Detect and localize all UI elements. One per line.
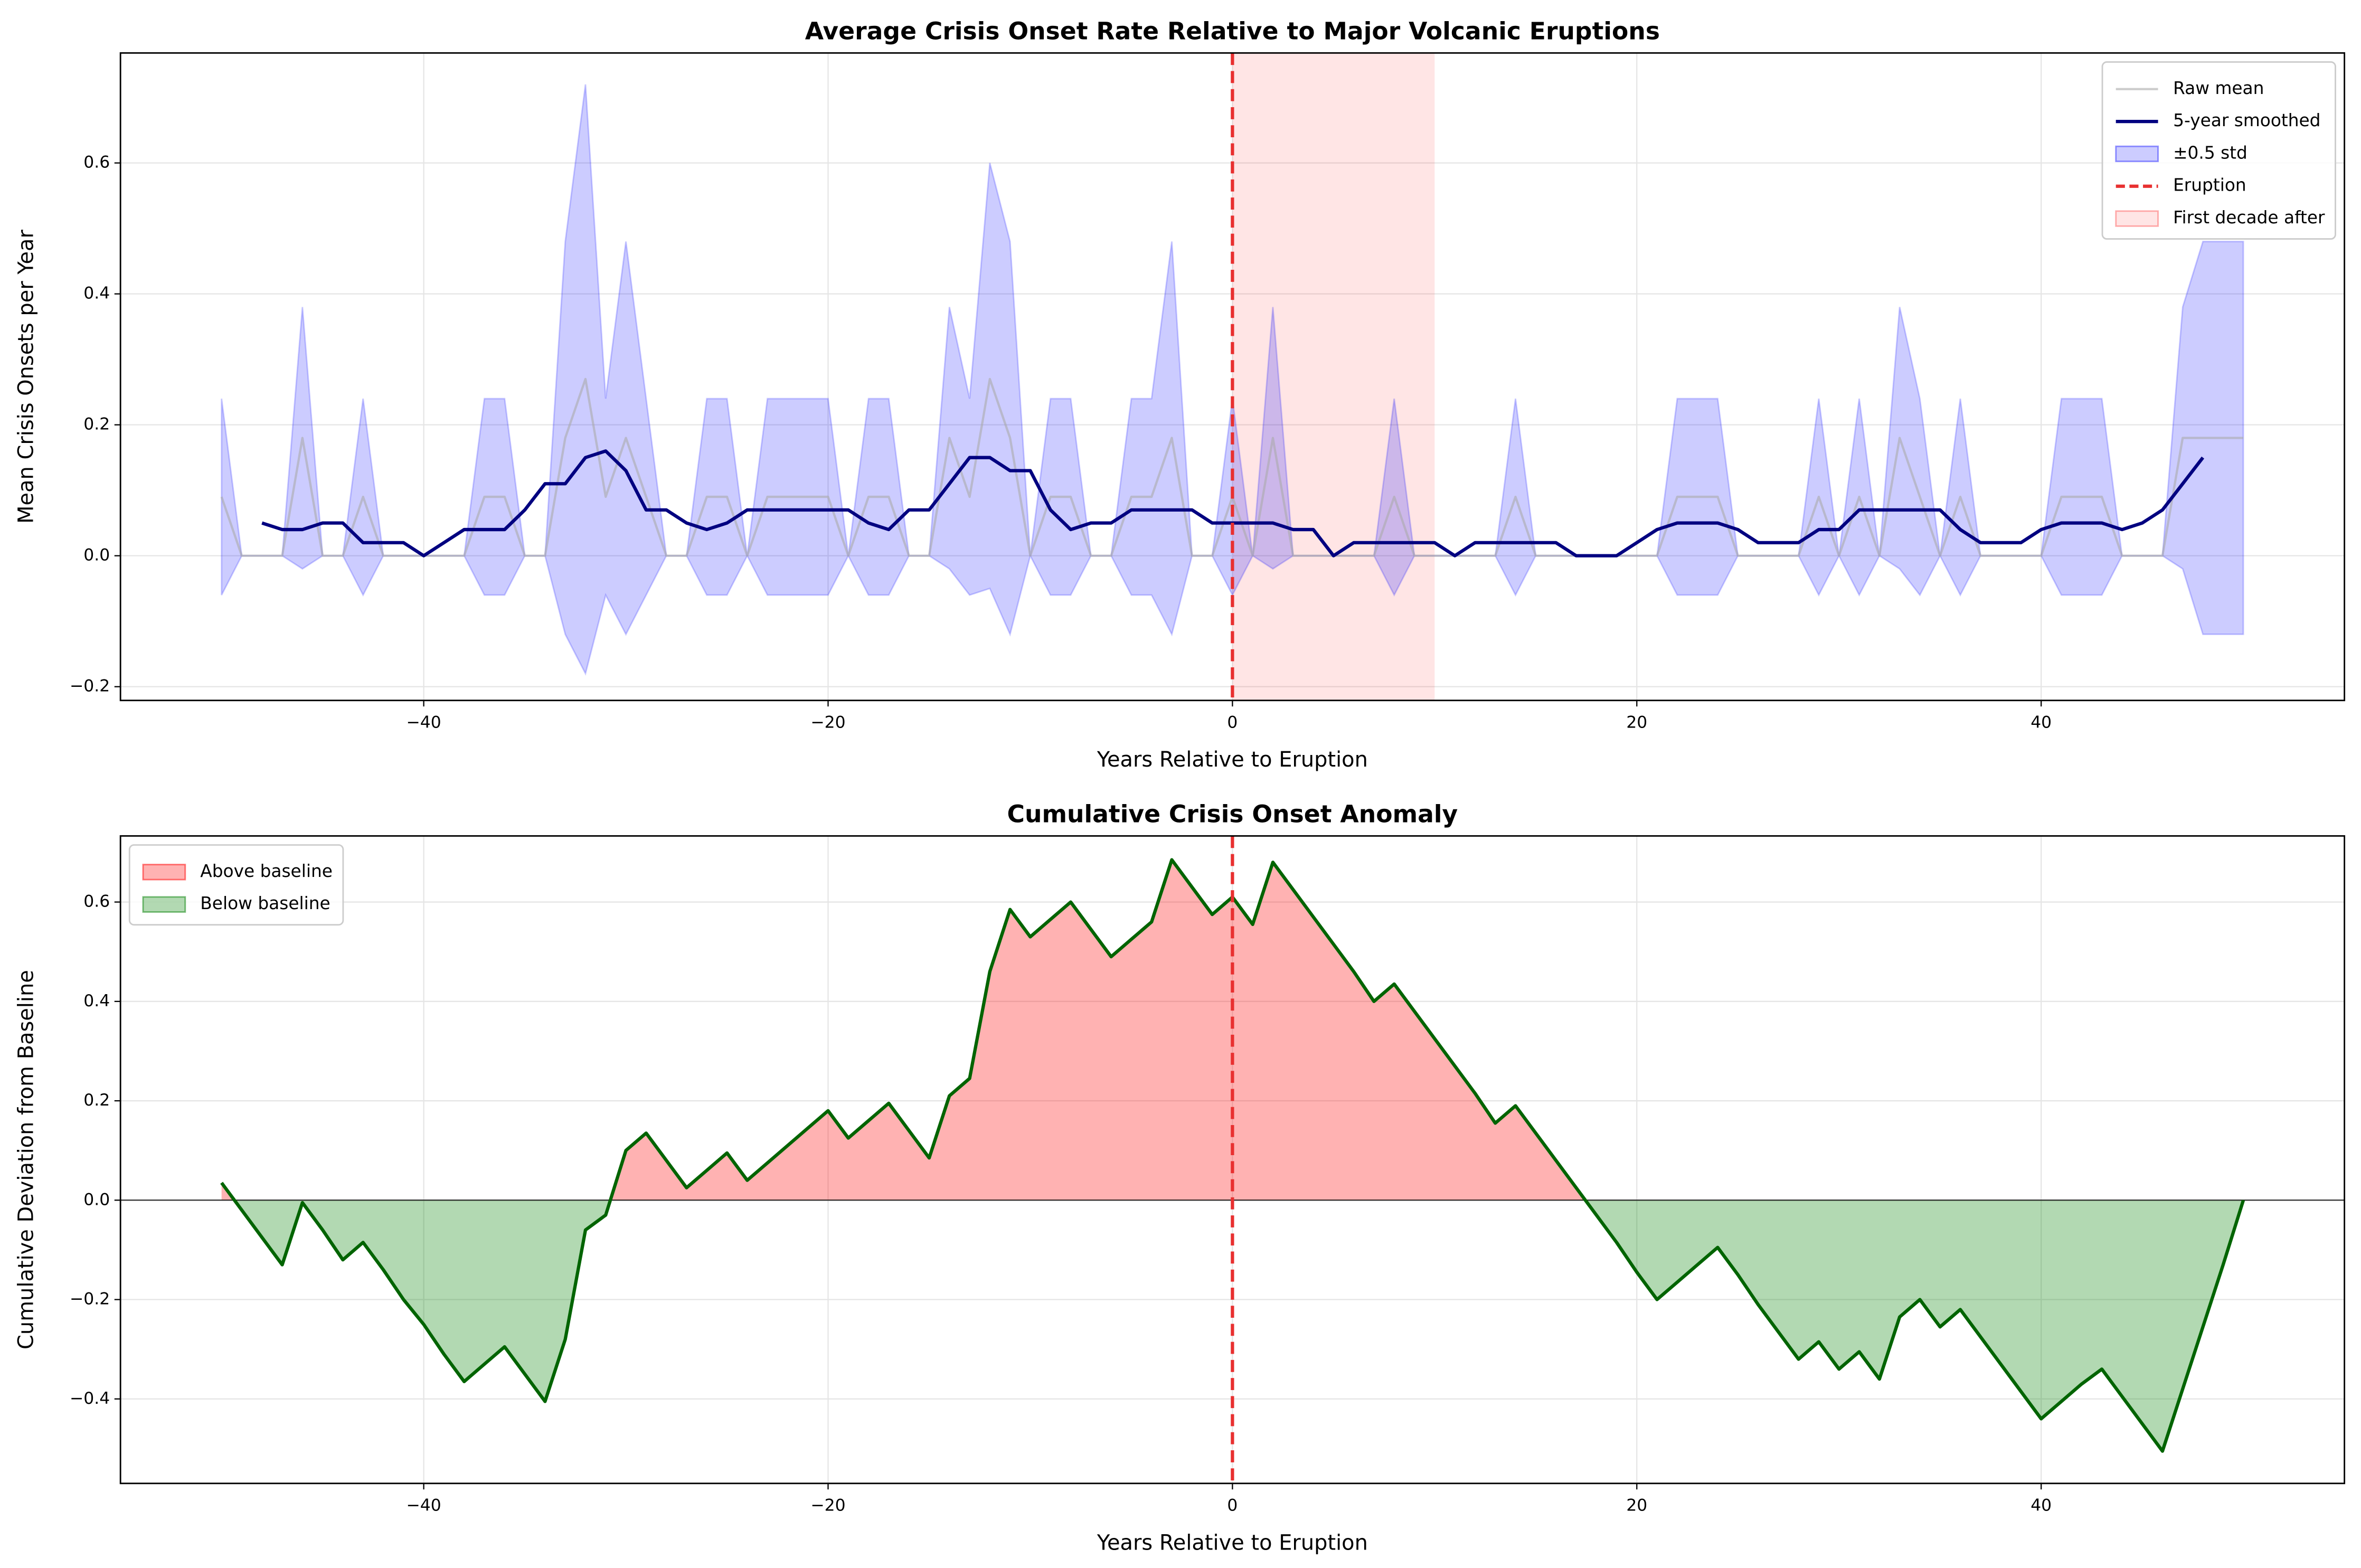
y-axis-label: Mean Crisis Onsets per Year [14, 230, 39, 524]
x-tick-label: 20 [1626, 1496, 1647, 1515]
y-axis-label: Cumulative Deviation from Baseline [14, 970, 39, 1349]
x-axis-label: Years Relative to Eruption [1097, 748, 1368, 772]
x-tick-label: 0 [1227, 1496, 1238, 1515]
legend-label: Above baseline [200, 861, 333, 881]
y-tick-label: 0.0 [83, 1190, 110, 1209]
above-fill [221, 859, 2244, 1201]
y-tick-label: −0.4 [70, 1389, 110, 1408]
x-tick-label: −40 [406, 1496, 441, 1515]
legend: Above baseline Below baseline [128, 844, 344, 926]
y-tick-label: 0.2 [83, 1091, 110, 1110]
legend-box [2101, 61, 2336, 240]
x-tick-label: −20 [810, 713, 845, 732]
legend-label: 5-year smoothed [2173, 110, 2320, 130]
legend-patch [142, 864, 186, 881]
y-tick-label: −0.2 [70, 1290, 110, 1309]
legend-label: Below baseline [200, 893, 330, 913]
axes-frame [119, 52, 2346, 702]
y-tick-label: 0.2 [83, 415, 110, 434]
y-tick-label: 0.6 [83, 892, 110, 911]
y-tick-label: −0.2 [70, 677, 110, 696]
legend-patch [142, 896, 186, 913]
x-axis-label: Years Relative to Eruption [1097, 1531, 1368, 1555]
chart-title: Average Crisis Onset Rate Relative to Ma… [805, 17, 1660, 45]
chart-title: Cumulative Crisis Onset Anomaly [1007, 800, 1458, 828]
legend-patch [2115, 145, 2159, 163]
subplot: −40 −20 0 20 40 −0.2 0.0 0.2 0.4 0.6 Average Crisi… [14, 17, 2346, 772]
x-tick-label: 40 [2031, 1496, 2052, 1515]
y-tick-label: 0.0 [83, 546, 110, 565]
y-tick-label: 0.6 [83, 153, 110, 172]
below-fill [234, 1200, 2244, 1451]
legend: Raw mean 5-year smoothed ±0.5 std Eruption F… [2101, 61, 2336, 240]
legend-label: Raw mean [2173, 78, 2264, 98]
x-tick-label: −20 [810, 1496, 845, 1515]
decade-span [1232, 53, 1435, 701]
x-tick-label: −40 [406, 713, 441, 732]
legend-patch [2115, 210, 2159, 227]
x-tick-label: 0 [1227, 713, 1238, 732]
axes-frame [119, 835, 2346, 1485]
y-tick-label: 0.4 [83, 284, 110, 303]
x-tick-label: 20 [1626, 713, 1647, 732]
y-tick-label: 0.4 [83, 991, 110, 1010]
std-band [221, 84, 2244, 676]
legend-label: ±0.5 std [2173, 143, 2247, 163]
legend-label: First decade after [2173, 207, 2325, 228]
x-tick-label: 40 [2031, 713, 2052, 732]
subplot: −40 −20 0 20 40 −0.4 −0.2 0.0 0.2 0.4 0.6 Cumulativ… [14, 800, 2346, 1555]
legend-label: Eruption [2173, 175, 2246, 195]
